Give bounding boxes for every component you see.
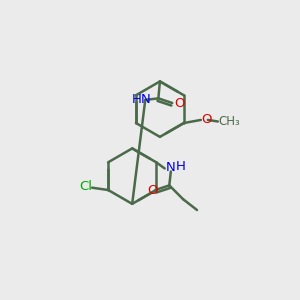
Text: N: N <box>141 93 150 106</box>
Text: N: N <box>166 161 176 174</box>
Text: O: O <box>174 97 184 110</box>
Text: CH₃: CH₃ <box>219 115 240 128</box>
Text: Cl: Cl <box>79 180 92 194</box>
Text: O: O <box>147 184 158 196</box>
Text: H: H <box>132 93 142 106</box>
Text: O: O <box>202 113 212 126</box>
Text: H: H <box>176 160 185 172</box>
